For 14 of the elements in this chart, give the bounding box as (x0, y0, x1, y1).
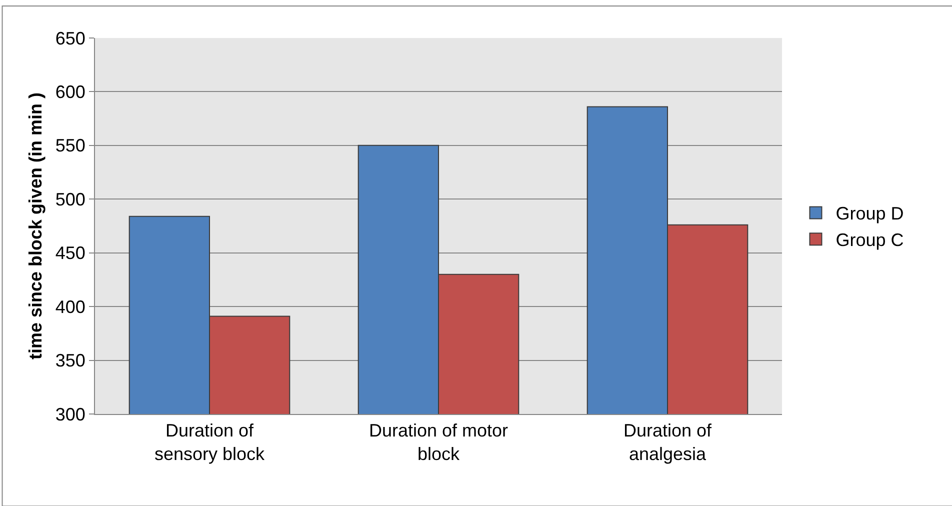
y-tick-label: 600 (55, 82, 86, 102)
y-axis-title: time since block given (in min ) (26, 92, 46, 360)
y-tick-label: 650 (55, 28, 86, 48)
x-tick-label: Duration of motor block (368, 420, 508, 464)
legend-label: Group D (836, 204, 904, 224)
y-tick-label: 500 (55, 189, 86, 210)
y-tick-label: 450 (55, 243, 86, 264)
y-tick-label: 400 (55, 296, 86, 317)
legend-label: Group C (836, 230, 904, 250)
y-tick-label: 300 (55, 404, 86, 424)
y-tick-label: 350 (55, 350, 86, 371)
y-tick-label: 550 (55, 136, 86, 156)
x-tick-label: Duration of sensory block (154, 420, 266, 464)
x-tick-label: Duration of analgesia (623, 420, 713, 464)
